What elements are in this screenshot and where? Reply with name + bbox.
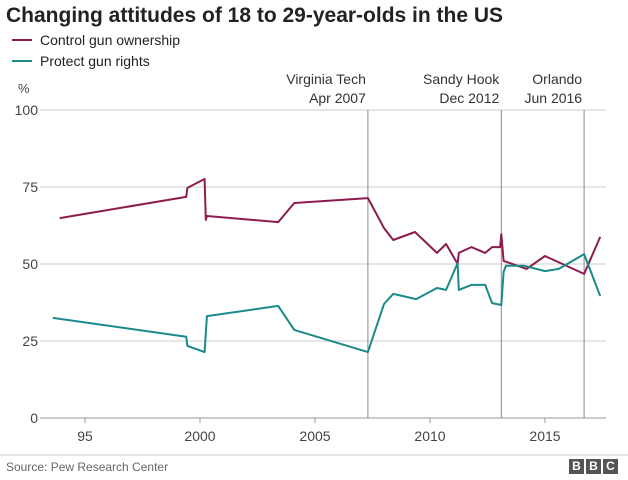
- y-tick-label: 0: [30, 410, 38, 426]
- series-line-control: [59, 178, 602, 275]
- source-note: Source: Pew Research Center: [6, 460, 169, 474]
- x-tick-label: 2005: [299, 428, 330, 444]
- y-tick-label: 25: [22, 333, 38, 349]
- x-tick-label: 2000: [184, 428, 215, 444]
- event-date: Apr 2007: [309, 90, 366, 106]
- x-tick-label: 95: [77, 428, 93, 444]
- y-tick-label: 75: [22, 179, 38, 195]
- event-date: Dec 2012: [439, 90, 499, 106]
- series-line-protect: [52, 253, 602, 354]
- y-tick-label: 50: [22, 256, 38, 272]
- x-tick-label: 2015: [529, 428, 560, 444]
- legend-item-protect: Protect gun rights: [12, 53, 150, 69]
- event-label: Virginia Tech: [286, 71, 366, 87]
- legend-swatch: [12, 39, 32, 41]
- event-label: Sandy Hook: [423, 71, 500, 87]
- y-axis-label: %: [18, 81, 30, 96]
- legend-item-control: Control gun ownership: [12, 32, 180, 48]
- legend-swatch: [12, 60, 32, 62]
- event-label: Orlando: [532, 71, 582, 87]
- y-tick-label: 100: [15, 102, 39, 118]
- chart-title: Changing attitudes of 18 to 29-year-olds…: [6, 4, 504, 27]
- legend-label: Protect gun rights: [40, 53, 150, 69]
- x-tick-label: 2010: [414, 428, 445, 444]
- event-date: Jun 2016: [524, 90, 582, 106]
- legend-label: Control gun ownership: [40, 32, 181, 48]
